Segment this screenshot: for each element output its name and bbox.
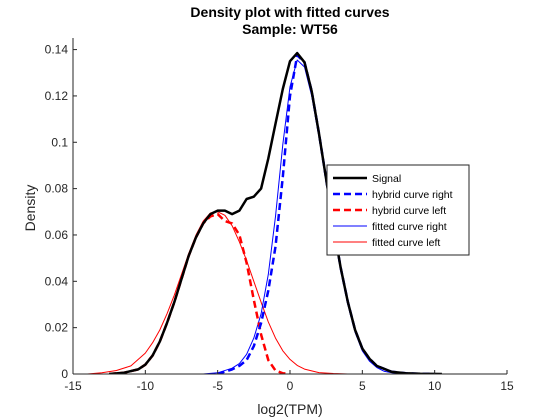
y-tick-label: 0 — [61, 367, 68, 381]
series-line-fitted-curve-left — [87, 211, 363, 374]
x-tick-label: 5 — [359, 379, 366, 393]
y-tick-label: 0.14 — [45, 43, 69, 57]
x-tick-label: 0 — [287, 379, 294, 393]
x-tick-label: -5 — [212, 379, 223, 393]
chart-title: Density plot with fitted curves — [190, 4, 389, 20]
legend-label: hybrid curve right — [372, 189, 453, 201]
legend-label: fitted curve right — [372, 221, 447, 233]
x-tick-label: -10 — [137, 379, 155, 393]
x-tick-label: -15 — [64, 379, 82, 393]
axes: -15 -10 -5 0 5 10 15 0 0.02 0.04 0.06 0.08 0.1 0.12 0.… — [45, 38, 514, 393]
x-tick-label: 15 — [500, 379, 514, 393]
series-line-signal — [109, 51, 442, 374]
y-tick-label: 0.08 — [45, 182, 69, 196]
x-tick-label: 10 — [428, 379, 442, 393]
y-tick-label: 0.04 — [45, 274, 69, 288]
y-tick-label: 0.02 — [45, 321, 69, 335]
y-tick-label: 0.1 — [51, 135, 68, 149]
y-tick-label: 0.12 — [45, 89, 69, 103]
legend-label: hybrid curve left — [372, 205, 446, 217]
legend-label: fitted curve left — [372, 237, 440, 249]
legend-label: Signal — [372, 173, 401, 185]
legend: Signal hybrid curve right hybrid curve lef… — [326, 164, 470, 256]
chart-subtitle: Sample: WT56 — [242, 21, 338, 37]
y-tick-label: 0.06 — [45, 228, 69, 242]
y-axis-label: Density — [22, 185, 38, 232]
x-axis-label: log2(TPM) — [257, 401, 322, 417]
